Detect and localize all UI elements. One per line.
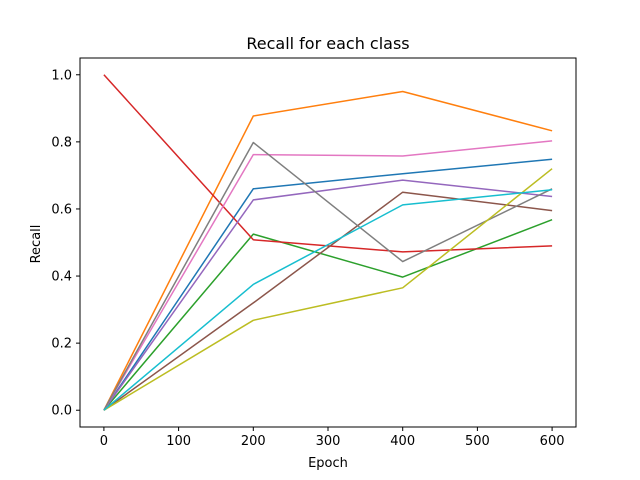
y-axis-title: Recall [29,225,44,264]
series-line-5 [103,179,553,411]
series-line-1 [103,158,553,411]
x-tick-label: 0 [100,434,108,449]
y-tick-label: 0.8 [51,135,72,150]
series-line-10 [103,189,553,411]
x-tick-label: 300 [316,434,341,449]
series-line-7 [103,140,553,411]
plot-frame [79,57,577,428]
y-axis: 0.0 0.2 0.4 0.6 0.8 1.0 [51,68,80,419]
series-line-2 [103,90,553,411]
y-tick-label: 0.4 [51,270,72,285]
x-axis-title: Epoch [308,456,348,471]
y-tick-label: 0.6 [51,202,72,217]
y-tick-label: 0.0 [51,404,72,419]
y-tick-label: 1.0 [51,68,72,83]
chart-title: Recall for each class [246,34,409,53]
x-tick-label: 100 [166,434,191,449]
series-line-8 [103,141,553,411]
x-tick-label: 600 [540,434,565,449]
x-tick-label: 400 [390,434,415,449]
x-tick-label: 200 [241,434,266,449]
x-tick-label: 500 [465,434,490,449]
series-lines [103,74,553,411]
series-line-6 [103,191,553,411]
x-axis: 0 100 200 300 400 500 600 [100,427,565,449]
y-tick-label: 0.2 [51,337,72,352]
series-line-4 [103,74,553,253]
series-line-9 [103,168,553,411]
